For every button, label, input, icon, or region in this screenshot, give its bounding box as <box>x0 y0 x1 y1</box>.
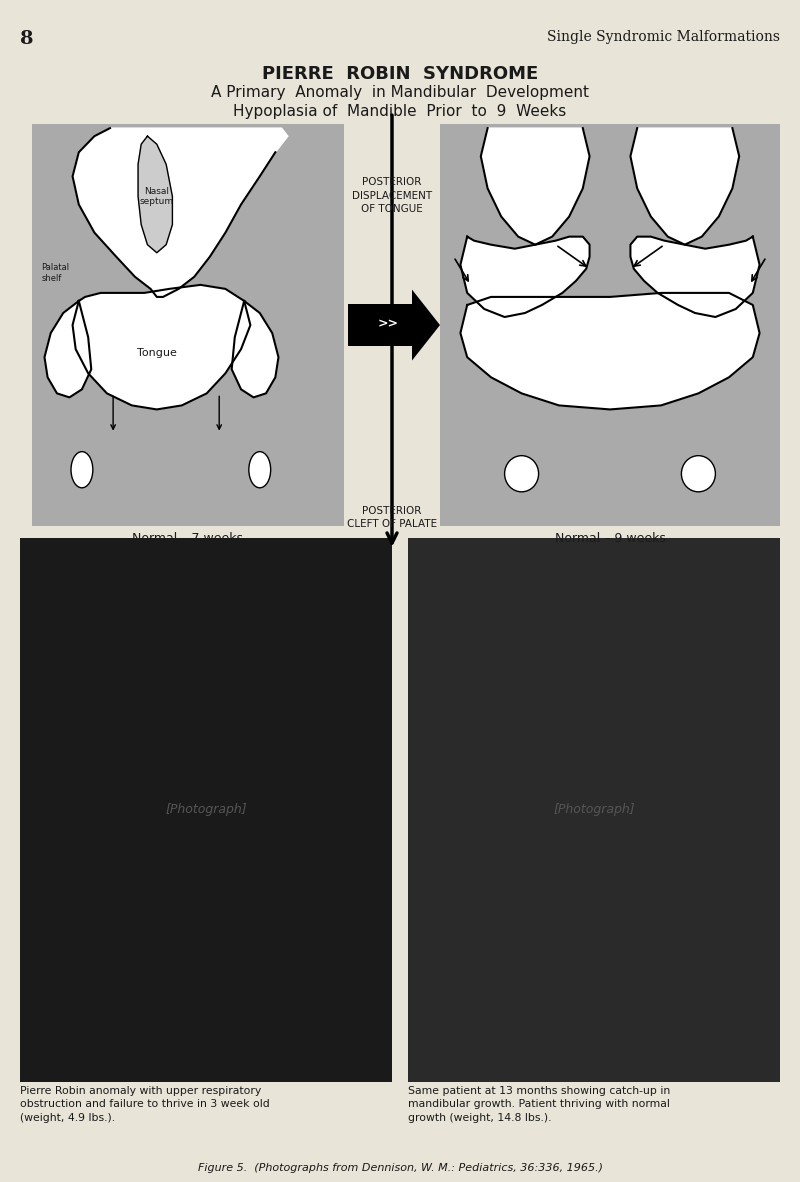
Text: [Photograph]: [Photograph] <box>553 804 635 816</box>
Text: Palatal
shelf: Palatal shelf <box>42 264 70 282</box>
Text: A Primary  Anomaly  in Mandibular  Development: A Primary Anomaly in Mandibular Developm… <box>211 85 589 100</box>
Text: POSTERIOR
CLEFT OF PALATE: POSTERIOR CLEFT OF PALATE <box>347 506 437 530</box>
Polygon shape <box>630 236 760 317</box>
Polygon shape <box>461 236 590 317</box>
Text: POSTERIOR
DISPLACEMENT
OF TONGUE: POSTERIOR DISPLACEMENT OF TONGUE <box>352 177 432 214</box>
Text: Pierre Robin anomaly with upper respiratory
obstruction and failure to thrive in: Pierre Robin anomaly with upper respirat… <box>20 1086 270 1123</box>
Text: Nasal
septum: Nasal septum <box>140 187 174 206</box>
Polygon shape <box>45 301 91 397</box>
Text: Normal – 9 weeks: Normal – 9 weeks <box>554 532 666 545</box>
Text: Same patient at 13 months showing catch-up in
mandibular growth. Patient thrivin: Same patient at 13 months showing catch-… <box>408 1086 670 1123</box>
Polygon shape <box>481 128 590 245</box>
Text: [Photograph]: [Photograph] <box>165 804 247 816</box>
Polygon shape <box>73 285 250 409</box>
Polygon shape <box>412 290 440 361</box>
Text: Single Syndromic Malformations: Single Syndromic Malformations <box>547 30 780 44</box>
Text: Normal – 7 weeks: Normal – 7 weeks <box>133 532 243 545</box>
Polygon shape <box>138 136 173 253</box>
Ellipse shape <box>682 455 715 492</box>
Ellipse shape <box>505 455 538 492</box>
Ellipse shape <box>249 452 270 488</box>
Text: Hypoplasia of  Mandible  Prior  to  9  Weeks: Hypoplasia of Mandible Prior to 9 Weeks <box>234 104 566 119</box>
Ellipse shape <box>71 452 93 488</box>
Bar <box>20 538 392 1082</box>
Text: >>: >> <box>378 318 398 330</box>
Bar <box>408 538 780 1082</box>
Bar <box>348 304 412 346</box>
Bar <box>32 124 344 526</box>
Polygon shape <box>73 128 288 297</box>
Polygon shape <box>630 128 739 245</box>
Polygon shape <box>232 301 278 397</box>
Bar <box>440 124 780 526</box>
Text: PIERRE  ROBIN  SYNDROME: PIERRE ROBIN SYNDROME <box>262 65 538 83</box>
Text: 8: 8 <box>20 30 34 47</box>
Text: Tongue: Tongue <box>137 349 177 358</box>
Text: Figure 5.  (Photographs from Dennison, W. M.: Pediatrics, 36:336, 1965.): Figure 5. (Photographs from Dennison, W.… <box>198 1163 602 1173</box>
Polygon shape <box>461 293 760 409</box>
